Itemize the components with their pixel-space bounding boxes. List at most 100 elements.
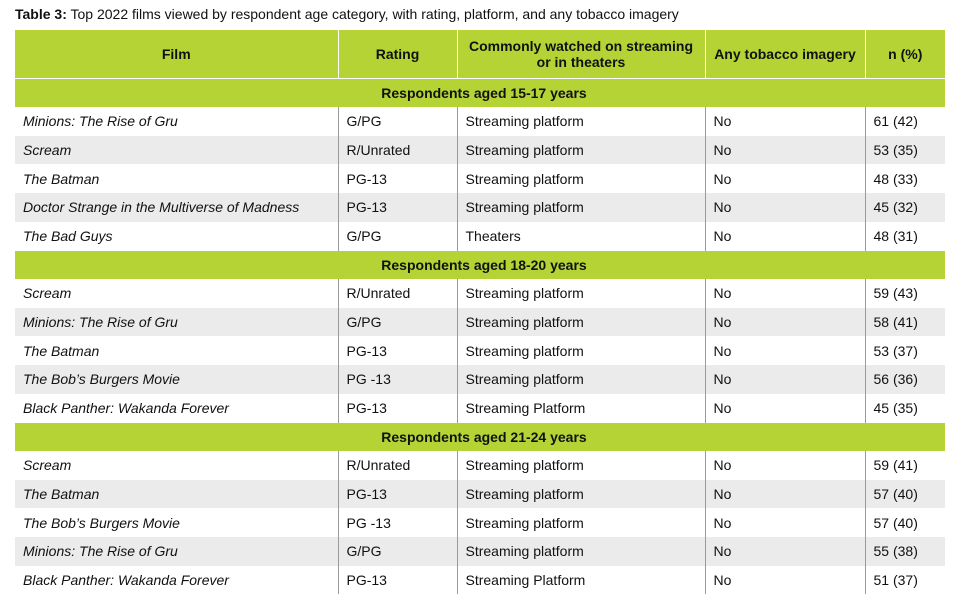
cell: 45 (35) bbox=[873, 399, 918, 416]
cell: R/Unrated bbox=[338, 279, 458, 308]
cell: 48 (33) bbox=[873, 170, 918, 187]
cell: R/Unrated bbox=[338, 135, 458, 165]
data-row: Minions: The Rise of Gru G/PG Streaming pl… bbox=[15, 537, 945, 566]
data-row: The Batman PG-13 Streaming platform No 53 (3… bbox=[15, 336, 945, 366]
column-header: Film bbox=[15, 30, 339, 79]
title-text: Top 2022 films viewed by respondent age … bbox=[70, 6, 679, 22]
data-row: Black Panther: Wakanda Forever PG-13 Strea… bbox=[15, 393, 945, 423]
cell: G/PG bbox=[338, 307, 458, 337]
data-row: Minions: The Rise of Gru G/PG Streaming pl… bbox=[15, 107, 945, 136]
cell: 61 (42) bbox=[873, 113, 918, 130]
cell: 56 (36) bbox=[865, 365, 945, 394]
group-label: Respondents aged 21-24 years bbox=[15, 421, 945, 452]
data-row: Doctor Strange in the Multiverse of Madn… bbox=[15, 193, 945, 222]
cell: Streaming platform bbox=[457, 279, 706, 308]
cell: R/Unrated bbox=[338, 451, 458, 480]
data-row: Black Panther: Wakanda Forever PG-13 Strea… bbox=[15, 565, 945, 595]
cell: No bbox=[705, 135, 866, 165]
cell: Scream bbox=[15, 451, 339, 480]
cell: PG-13 bbox=[338, 193, 458, 222]
cell: Streaming platform bbox=[457, 451, 706, 480]
table-title: Table 3: Top 2022 films viewed by respon… bbox=[15, 6, 679, 22]
data-row: Scream R/Unrated Streaming platform No 59 (4… bbox=[15, 279, 945, 308]
cell: No bbox=[705, 537, 866, 566]
cell: No bbox=[705, 393, 866, 423]
group-row: Respondents aged 21-24 years bbox=[15, 421, 945, 452]
cell: No bbox=[705, 221, 866, 251]
cell: 45 (32) bbox=[865, 193, 945, 222]
group-label: Respondents aged 15-17 years bbox=[15, 78, 945, 108]
data-row: Minions: The Rise of Gru G/PG Streaming pl… bbox=[15, 307, 945, 337]
column-header: Rating bbox=[338, 30, 458, 79]
cell: Streaming Platform bbox=[457, 393, 706, 423]
cell: 53 (35) bbox=[865, 135, 945, 165]
cell: No bbox=[705, 365, 866, 394]
cell: PG-13 bbox=[338, 164, 458, 194]
cell: Streaming platform bbox=[457, 336, 706, 366]
data-row: The Bob’s Burgers Movie PG -13 Streaming p… bbox=[15, 365, 945, 394]
cell: Theaters bbox=[457, 221, 706, 251]
group-label: Respondents aged 18-20 years bbox=[15, 249, 945, 280]
cell: Streaming platform bbox=[457, 307, 706, 337]
cell: PG-13 bbox=[338, 393, 458, 423]
cell: No bbox=[705, 279, 866, 308]
cell: No bbox=[705, 107, 866, 136]
cell: 51 (37) bbox=[873, 571, 918, 588]
cell: 53 (37) bbox=[873, 342, 918, 359]
column-header: n (%) bbox=[865, 30, 945, 79]
cell: Scream bbox=[15, 135, 339, 165]
cell: No bbox=[705, 193, 866, 222]
cell: Doctor Strange in the Multiverse of Madn… bbox=[15, 193, 339, 222]
data-row: The Batman PG-13 Streaming platform No 48 (3… bbox=[15, 164, 945, 194]
cell: PG-13 bbox=[338, 336, 458, 366]
cell: Streaming platform bbox=[457, 537, 706, 566]
cell: PG-13 bbox=[338, 565, 458, 595]
cell: No bbox=[705, 164, 866, 194]
cell: No bbox=[705, 479, 866, 509]
cell: Streaming platform bbox=[457, 193, 706, 222]
cell: Black Panther: Wakanda Forever bbox=[15, 393, 339, 423]
cell: The Batman bbox=[15, 336, 339, 366]
cell: 59 (43) bbox=[873, 285, 918, 302]
header-row: Film Rating Commonly watched on streaming … bbox=[15, 30, 945, 79]
cell: G/PG bbox=[338, 221, 458, 251]
cell: PG-13 bbox=[338, 479, 458, 509]
cell: Streaming platform bbox=[457, 107, 706, 136]
cell: Streaming platform bbox=[457, 164, 706, 194]
data-row: Scream R/Unrated Streaming platform No 59 (4… bbox=[15, 451, 945, 480]
cell: Minions: The Rise of Gru bbox=[15, 537, 339, 566]
cell: The Batman bbox=[15, 479, 339, 509]
column-header: Any tobacco imagery bbox=[705, 30, 866, 79]
cell: No bbox=[705, 307, 866, 337]
cell: The Bad Guys bbox=[15, 221, 339, 251]
cell: No bbox=[705, 336, 866, 366]
cell: No bbox=[705, 565, 866, 595]
cell: G/PG bbox=[338, 537, 458, 566]
cell: 58 (41) bbox=[865, 307, 945, 337]
cell: Streaming Platform bbox=[457, 565, 706, 595]
cell: 57 (40) bbox=[873, 514, 918, 531]
cell: The Bob’s Burgers Movie bbox=[15, 365, 339, 394]
table-body: Respondents aged 15-17 years Minions: The… bbox=[15, 78, 945, 595]
cell: Streaming platform bbox=[457, 135, 706, 165]
cell: Black Panther: Wakanda Forever bbox=[15, 565, 339, 595]
cell: Streaming platform bbox=[457, 365, 706, 394]
cell: Streaming platform bbox=[457, 479, 706, 509]
films-table: Film Rating Commonly watched on streaming … bbox=[15, 30, 945, 595]
cell: Scream bbox=[15, 279, 339, 308]
cell: PG -13 bbox=[338, 508, 458, 537]
group-row: Respondents aged 18-20 years bbox=[15, 249, 945, 280]
column-header: Commonly watched on streaming or in thea… bbox=[457, 30, 706, 79]
cell: Streaming platform bbox=[457, 508, 706, 537]
cell: The Bob’s Burgers Movie bbox=[15, 508, 339, 537]
data-row: The Bob’s Burgers Movie PG -13 Streaming p… bbox=[15, 508, 945, 537]
cell: 57 (40) bbox=[865, 479, 945, 509]
cell: 55 (38) bbox=[865, 537, 945, 566]
cell: Minions: The Rise of Gru bbox=[15, 107, 339, 136]
cell: Minions: The Rise of Gru bbox=[15, 307, 339, 337]
cell: No bbox=[705, 451, 866, 480]
cell: PG -13 bbox=[338, 365, 458, 394]
data-row: The Bad Guys G/PG Theaters No 48 (31) bbox=[15, 221, 945, 251]
group-row: Respondents aged 15-17 years bbox=[15, 78, 945, 108]
